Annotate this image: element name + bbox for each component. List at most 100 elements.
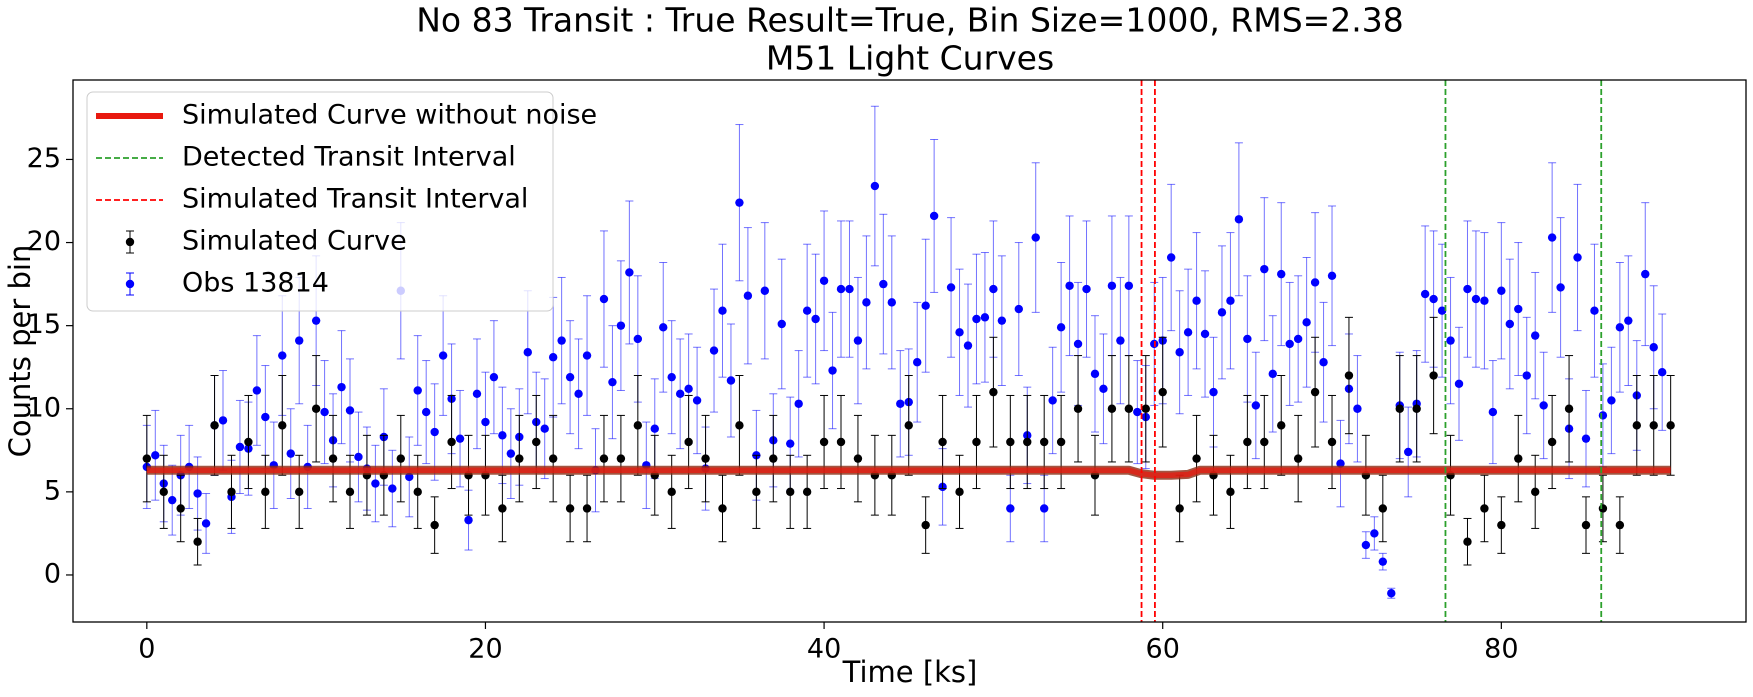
data-point bbox=[1183, 328, 1193, 337]
data-point bbox=[1082, 284, 1091, 294]
y-tick-label: 15 bbox=[27, 309, 61, 340]
data-point bbox=[1107, 404, 1117, 413]
data-point bbox=[371, 479, 380, 488]
data-point bbox=[261, 487, 270, 497]
data-point bbox=[1006, 504, 1015, 513]
data-point bbox=[1158, 387, 1167, 397]
data-point bbox=[1463, 537, 1472, 546]
data-point bbox=[819, 437, 829, 447]
data-point bbox=[1056, 323, 1066, 332]
plot-area bbox=[142, 80, 1675, 622]
data-point bbox=[980, 313, 990, 322]
data-point bbox=[464, 515, 473, 525]
chart-title: No 83 Transit : True Result=True, Bin Si… bbox=[416, 1, 1404, 40]
data-point bbox=[1514, 454, 1523, 463]
data-point bbox=[1378, 504, 1388, 513]
data-point bbox=[913, 358, 922, 367]
data-point bbox=[667, 372, 676, 382]
data-point bbox=[1234, 215, 1244, 224]
data-point bbox=[1065, 281, 1074, 290]
data-point bbox=[1133, 407, 1142, 417]
y-tick-label: 25 bbox=[27, 143, 61, 174]
data-point bbox=[1497, 286, 1506, 295]
data-point bbox=[836, 437, 846, 447]
data-point bbox=[1547, 437, 1557, 447]
data-point bbox=[565, 504, 575, 513]
data-point bbox=[151, 451, 160, 460]
data-point bbox=[870, 181, 880, 191]
data-point bbox=[1293, 454, 1303, 463]
data-point bbox=[1310, 278, 1320, 287]
data-point bbox=[1166, 253, 1176, 262]
data-point bbox=[853, 336, 863, 345]
data-point bbox=[1581, 520, 1591, 530]
data-point bbox=[701, 454, 710, 463]
data-point bbox=[1048, 396, 1057, 405]
data-point bbox=[1226, 487, 1235, 497]
legend-swatch bbox=[125, 237, 135, 247]
data-point bbox=[1649, 343, 1658, 352]
data-point bbox=[1361, 540, 1371, 550]
data-point bbox=[295, 336, 304, 345]
data-point bbox=[777, 319, 786, 329]
data-point bbox=[1480, 296, 1489, 305]
data-point bbox=[1564, 404, 1574, 413]
data-point bbox=[1192, 296, 1201, 305]
data-point bbox=[1522, 371, 1531, 380]
data-point bbox=[1437, 306, 1447, 315]
x-tick-label: 40 bbox=[807, 634, 841, 665]
data-point bbox=[599, 454, 609, 463]
data-point bbox=[1031, 233, 1040, 242]
data-point bbox=[1260, 264, 1269, 274]
data-point bbox=[802, 487, 812, 497]
data-point bbox=[396, 454, 405, 463]
data-point bbox=[786, 487, 795, 497]
data-point bbox=[1429, 371, 1438, 380]
data-point bbox=[1454, 379, 1464, 389]
data-point bbox=[633, 334, 643, 344]
data-point bbox=[887, 298, 897, 307]
data-point bbox=[921, 301, 930, 310]
legend-label: Obs 13814 bbox=[182, 268, 329, 299]
data-point bbox=[1429, 294, 1438, 304]
data-point bbox=[455, 434, 465, 443]
data-point bbox=[1463, 284, 1472, 294]
data-point bbox=[955, 328, 964, 337]
data-point bbox=[1039, 437, 1049, 447]
data-point bbox=[311, 316, 321, 325]
error-series bbox=[142, 105, 1667, 599]
data-point bbox=[963, 341, 973, 350]
data-point bbox=[845, 284, 854, 294]
legend-label: Simulated Curve without noise bbox=[182, 100, 597, 131]
data-point bbox=[574, 389, 583, 398]
data-point bbox=[142, 454, 152, 463]
data-point bbox=[548, 454, 558, 463]
data-point bbox=[311, 404, 321, 413]
data-point bbox=[447, 437, 456, 447]
data-point bbox=[1598, 504, 1608, 513]
legend-label: Detected Transit Interval bbox=[182, 142, 516, 173]
data-point bbox=[1260, 437, 1269, 447]
data-point bbox=[1370, 529, 1379, 538]
data-point bbox=[1116, 336, 1125, 345]
data-point bbox=[1615, 520, 1625, 530]
data-point bbox=[1420, 289, 1430, 299]
curve-line bbox=[146, 467, 1671, 478]
data-point bbox=[1497, 520, 1506, 530]
data-point bbox=[946, 283, 956, 292]
data-point bbox=[472, 389, 482, 398]
data-point bbox=[955, 487, 964, 497]
data-point bbox=[1641, 269, 1650, 279]
data-point bbox=[794, 399, 803, 408]
y-tick-label: 20 bbox=[27, 226, 61, 257]
data-point bbox=[235, 442, 245, 452]
data-point bbox=[481, 417, 490, 427]
data-point bbox=[286, 449, 295, 458]
data-point bbox=[201, 519, 211, 528]
data-point bbox=[557, 336, 566, 345]
data-point bbox=[1590, 306, 1599, 315]
data-point bbox=[413, 487, 422, 497]
data-point bbox=[616, 454, 626, 463]
x-tick-label: 60 bbox=[1146, 634, 1180, 665]
